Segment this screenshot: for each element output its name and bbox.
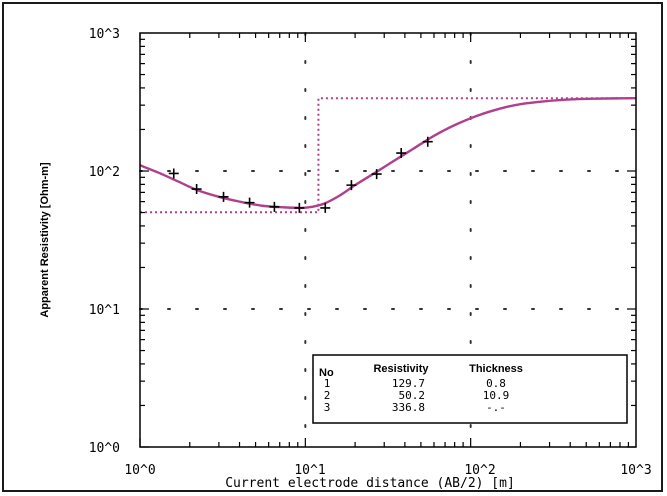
table-cell-thickness: -.- <box>486 401 506 414</box>
layer-table: No Resistivity Thickness 1 129.7 0.8 2 5… <box>312 354 628 424</box>
calculated-curve <box>139 96 637 210</box>
table-cell-resistivity: 50.2 <box>399 389 426 402</box>
table-cell-resistivity: 129.7 <box>392 377 425 390</box>
y-tick-label: 10^0 <box>89 441 120 456</box>
data-point-marker <box>422 136 433 147</box>
x-tick-label: 10^0 <box>124 463 155 478</box>
x-axis-title: Current electrode distance (AB/2) [m] <box>225 476 515 491</box>
data-point-marker <box>218 191 229 202</box>
data-point-marker <box>168 168 179 179</box>
y-tick-label: 10^2 <box>89 165 120 180</box>
data-point-marker <box>191 184 202 195</box>
data-point-marker <box>396 148 407 159</box>
data-point-marker <box>346 180 357 191</box>
y-tick-label: 10^3 <box>89 27 120 42</box>
table-header-no: No <box>319 367 334 379</box>
x-tick-label: 10^3 <box>620 463 651 478</box>
table-cell-no: 3 <box>324 401 331 414</box>
markers <box>168 136 433 213</box>
table-cell-no: 2 <box>324 389 331 402</box>
x-tick-label: 10^1 <box>294 463 325 478</box>
data-point-marker <box>371 169 382 180</box>
y-axis-title: Apparent Resistivity [Ohm-m] <box>39 162 51 318</box>
plot-area <box>139 32 637 448</box>
table-cell-resistivity: 336.8 <box>392 401 425 414</box>
table-header-resistivity: Resistivity <box>373 363 429 375</box>
y-tick-label: 10^1 <box>89 303 120 318</box>
ticks <box>139 33 636 448</box>
curves <box>139 96 637 214</box>
table-header-thickness: Thickness <box>469 363 523 375</box>
data-point-marker <box>294 202 305 213</box>
table-cell-thickness: 10.9 <box>483 389 510 402</box>
table-cell-no: 1 <box>324 377 331 390</box>
table-cell-thickness: 0.8 <box>486 377 506 390</box>
data-point-marker <box>320 202 331 213</box>
data-point-marker <box>244 197 255 208</box>
x-tick-label: 10^2 <box>464 463 495 478</box>
layer-model-line <box>140 97 636 214</box>
data-point-marker <box>269 201 280 212</box>
